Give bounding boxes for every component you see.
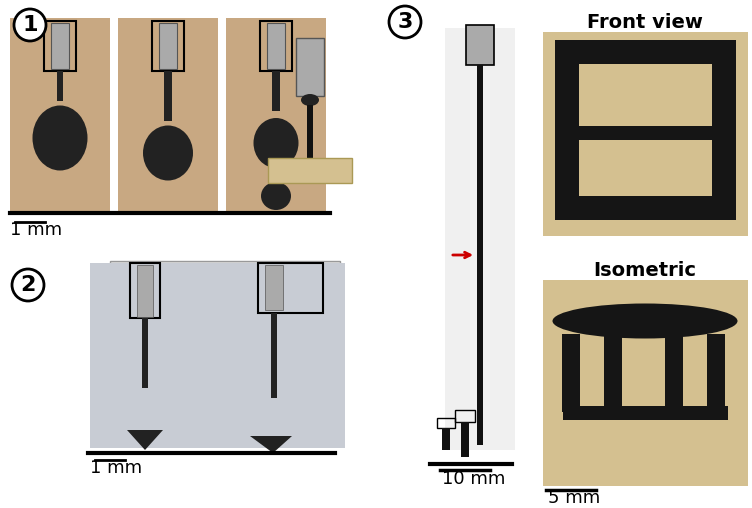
Text: 1: 1	[23, 15, 38, 35]
Bar	[152, 21, 184, 71]
Ellipse shape	[301, 94, 319, 106]
Ellipse shape	[253, 118, 299, 168]
Polygon shape	[250, 436, 292, 453]
Circle shape	[389, 6, 421, 38]
Bar	[477, 65, 483, 445]
Text: 10 mm: 10 mm	[442, 470, 505, 488]
Bar	[268, 158, 352, 183]
Ellipse shape	[143, 125, 193, 180]
Bar	[265, 265, 283, 310]
Bar	[296, 38, 324, 96]
Bar	[562, 334, 580, 412]
Bar	[271, 313, 277, 398]
Bar	[555, 40, 579, 208]
Bar	[226, 18, 326, 213]
Bar	[164, 71, 172, 121]
Bar	[272, 71, 280, 111]
Bar	[543, 32, 748, 236]
Bar	[195, 263, 345, 448]
Polygon shape	[127, 430, 163, 450]
Bar	[604, 334, 622, 412]
Bar	[44, 21, 76, 71]
Bar	[118, 18, 218, 213]
Text: 1 mm: 1 mm	[10, 221, 62, 239]
Bar	[10, 18, 110, 213]
Bar	[110, 261, 340, 271]
Bar	[258, 263, 323, 313]
Bar	[51, 23, 69, 69]
Ellipse shape	[32, 106, 87, 171]
Bar	[260, 21, 292, 71]
Bar	[466, 25, 494, 65]
Text: 5 mm: 5 mm	[548, 489, 600, 507]
Text: 3: 3	[397, 12, 413, 32]
Bar	[707, 334, 725, 412]
Bar	[555, 196, 736, 220]
Bar	[555, 40, 736, 64]
Circle shape	[14, 9, 46, 41]
Bar	[461, 422, 469, 457]
Text: Isometric: Isometric	[593, 261, 696, 279]
Ellipse shape	[553, 303, 738, 338]
Bar	[442, 428, 450, 450]
Circle shape	[12, 269, 44, 301]
Bar	[555, 126, 736, 140]
Text: 1 mm: 1 mm	[90, 459, 142, 477]
Bar	[665, 334, 683, 412]
Bar	[543, 280, 748, 486]
Bar	[445, 28, 515, 450]
Bar	[130, 263, 160, 318]
Bar	[159, 23, 177, 69]
Bar	[267, 23, 285, 69]
Bar	[90, 263, 200, 448]
Bar	[137, 265, 153, 317]
Text: Front view: Front view	[587, 13, 703, 31]
Bar	[57, 71, 63, 101]
Bar	[455, 410, 475, 422]
Bar	[437, 418, 455, 428]
Bar	[142, 318, 148, 388]
Bar	[307, 105, 313, 160]
Bar	[712, 40, 736, 208]
Ellipse shape	[261, 182, 291, 210]
Bar	[563, 406, 728, 420]
Text: 2: 2	[20, 275, 35, 295]
